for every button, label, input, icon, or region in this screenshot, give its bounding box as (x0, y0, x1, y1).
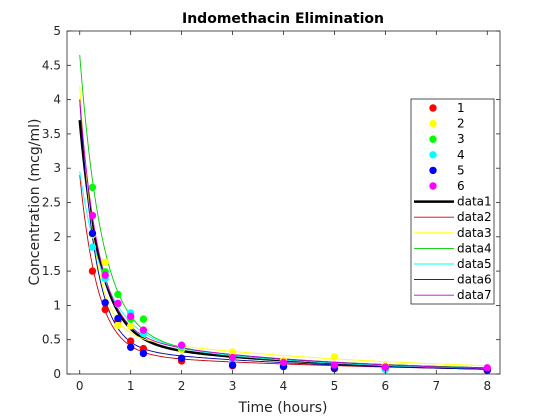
axis-ticks: 0 1 2 3 4 5 6 7 800.511.522.533.544.55 (42, 24, 500, 393)
legend-entry: data7 (414, 288, 492, 302)
data-point (101, 305, 109, 314)
x-tick-label: 6 (382, 379, 390, 393)
data-point (114, 290, 122, 299)
legend-entry: data5 (414, 257, 492, 271)
legend-label: 3 (457, 132, 465, 146)
data-point (88, 229, 97, 238)
legend-label: 6 (457, 179, 465, 193)
data-point (330, 361, 339, 369)
fit-line-data3 (79, 85, 488, 367)
y-axis-title: Concentration (mcg/ml) (27, 119, 43, 286)
legend-entry: data3 (414, 226, 492, 240)
legend-marker (429, 166, 437, 175)
series-6 (88, 211, 491, 372)
legend-entry: 3 (429, 132, 465, 146)
legend-entry: 1 (429, 101, 465, 115)
data-point (114, 299, 122, 308)
legend-label: data7 (457, 288, 492, 302)
x-axis-title: Time (hours) (238, 400, 328, 416)
y-tick-label: 2.5 (42, 196, 61, 210)
legend-marker (429, 135, 437, 143)
x-tick-label: 3 (229, 379, 237, 393)
y-tick-label: 5 (53, 24, 61, 38)
legend-entry: 2 (429, 117, 465, 131)
legend-label: 5 (457, 163, 465, 177)
x-tick-label: 5 (331, 379, 339, 393)
data-point (88, 183, 97, 192)
y-tick-label: 0.5 (42, 333, 61, 347)
y-tick-label: 1 (53, 298, 61, 312)
data-point (88, 211, 97, 220)
data-point (126, 322, 135, 330)
data-point (177, 341, 186, 349)
data-point (381, 363, 390, 371)
y-tick-label: 1.5 (42, 264, 61, 278)
legend-label: data4 (457, 241, 492, 255)
y-tick-label: 4 (53, 93, 61, 107)
data-point (101, 258, 109, 266)
legend-marker (429, 119, 437, 128)
data-point (114, 314, 122, 323)
data-point (330, 353, 339, 361)
legend-label: 1 (457, 101, 465, 115)
data-point (101, 298, 109, 307)
data-point (101, 271, 109, 279)
data-point (126, 343, 135, 351)
data-point (139, 349, 148, 358)
x-tick-label: 1 (127, 379, 135, 393)
data-point (139, 315, 148, 323)
legend-entry: data2 (414, 210, 492, 224)
legend-marker (429, 104, 437, 112)
data-point (228, 353, 237, 362)
legend-entry: 4 (429, 148, 465, 162)
legend-label: data2 (457, 210, 492, 224)
legend-label: data1 (457, 195, 492, 209)
legend-entry: data6 (414, 273, 492, 287)
y-tick-label: 0 (53, 367, 61, 381)
data-point (177, 354, 186, 362)
data-point (88, 267, 97, 275)
legend-label: data3 (457, 226, 492, 240)
data-point (88, 243, 97, 251)
legend-marker (429, 151, 437, 159)
x-tick-label: 8 (483, 379, 491, 393)
legend-label: data5 (457, 257, 492, 271)
data-point (228, 361, 237, 369)
x-tick-label: 7 (433, 379, 441, 393)
legend-label: data6 (457, 273, 492, 287)
x-tick-label: 2 (178, 379, 186, 393)
legend-marker (429, 182, 437, 190)
y-tick-label: 3.5 (42, 127, 61, 141)
x-tick-label: 4 (280, 379, 288, 393)
chart-title: Indomethacin Elimination (182, 11, 384, 27)
legend-entry: data1 (414, 195, 492, 209)
legend-label: 2 (457, 117, 465, 131)
legend-entry: 6 (429, 179, 465, 193)
data-point (114, 321, 122, 329)
y-tick-label: 2 (53, 230, 61, 244)
y-tick-label: 4.5 (42, 58, 61, 72)
legend-entry: 5 (429, 163, 465, 177)
data-point (279, 358, 288, 367)
y-tick-label: 3 (53, 161, 61, 175)
data-point (126, 312, 135, 321)
data-point (139, 326, 148, 334)
data-markers (88, 183, 491, 375)
legend-entry: data4 (414, 241, 492, 255)
data-point (126, 337, 135, 345)
x-tick-label: 0 (76, 379, 84, 393)
legend-label: 4 (457, 148, 465, 162)
